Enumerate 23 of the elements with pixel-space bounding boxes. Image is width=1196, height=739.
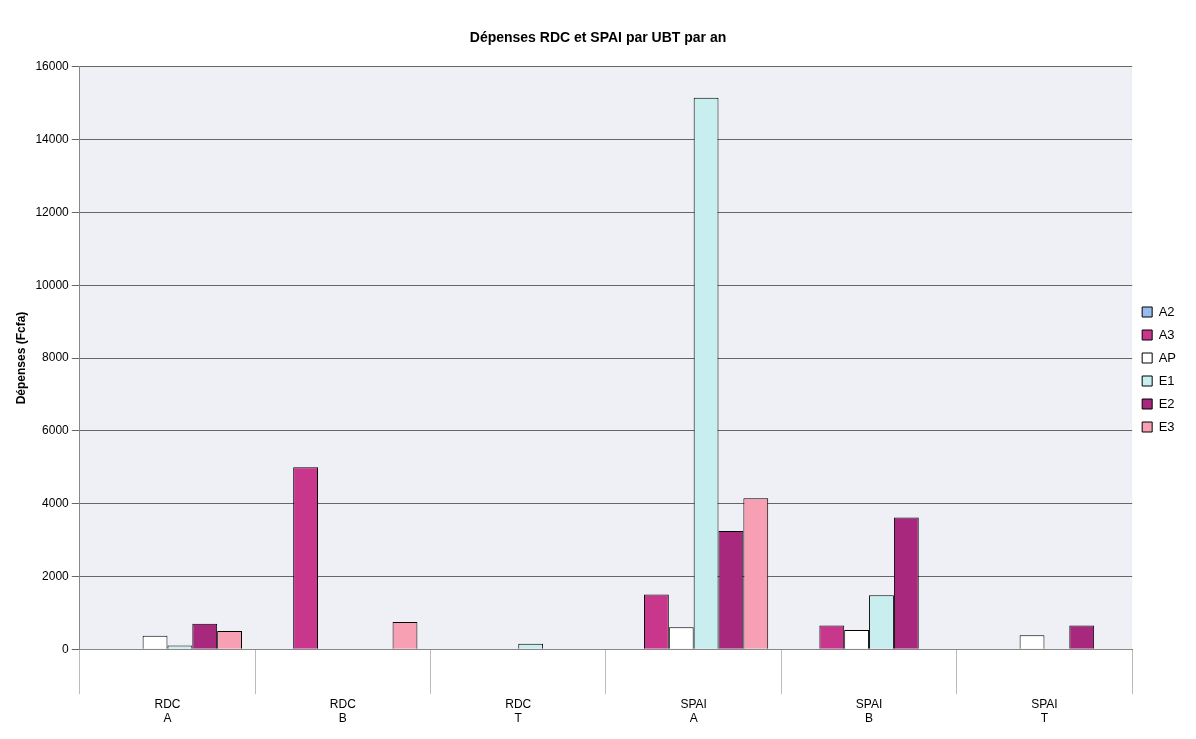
y-tick-label: 0 <box>62 641 70 656</box>
x-tick-label: SPAI T <box>1031 696 1058 726</box>
legend-label: E2 <box>1158 395 1175 411</box>
y-tick-label: 12000 <box>35 204 70 219</box>
y-tick-label: 4000 <box>42 495 70 510</box>
legend-label: AP <box>1158 349 1176 365</box>
y-tick-label: 2000 <box>42 568 70 583</box>
y-axis-title: Dépenses (Fcfa) <box>13 311 28 405</box>
y-tick-label: 16000 <box>35 59 70 74</box>
y-tick-label: 6000 <box>42 423 70 438</box>
x-tick-label: SPAI B <box>855 696 883 726</box>
y-tick-label: 14000 <box>35 131 70 146</box>
x-tick-label: SPAI A <box>680 696 707 726</box>
x-tick-label: RDC B <box>329 696 357 726</box>
legend-label: A3 <box>1158 326 1175 342</box>
chart-title: Dépenses RDC et SPAI par UBT par an <box>469 29 727 46</box>
y-tick-label: 10000 <box>35 277 70 292</box>
x-tick-label: RDC T <box>505 696 532 726</box>
legend-label: A2 <box>1158 303 1175 319</box>
x-tick-label: RDC A <box>154 696 181 726</box>
legend-label: E3 <box>1158 418 1175 434</box>
legend-label: E1 <box>1158 372 1175 388</box>
y-tick-label: 8000 <box>42 350 70 365</box>
